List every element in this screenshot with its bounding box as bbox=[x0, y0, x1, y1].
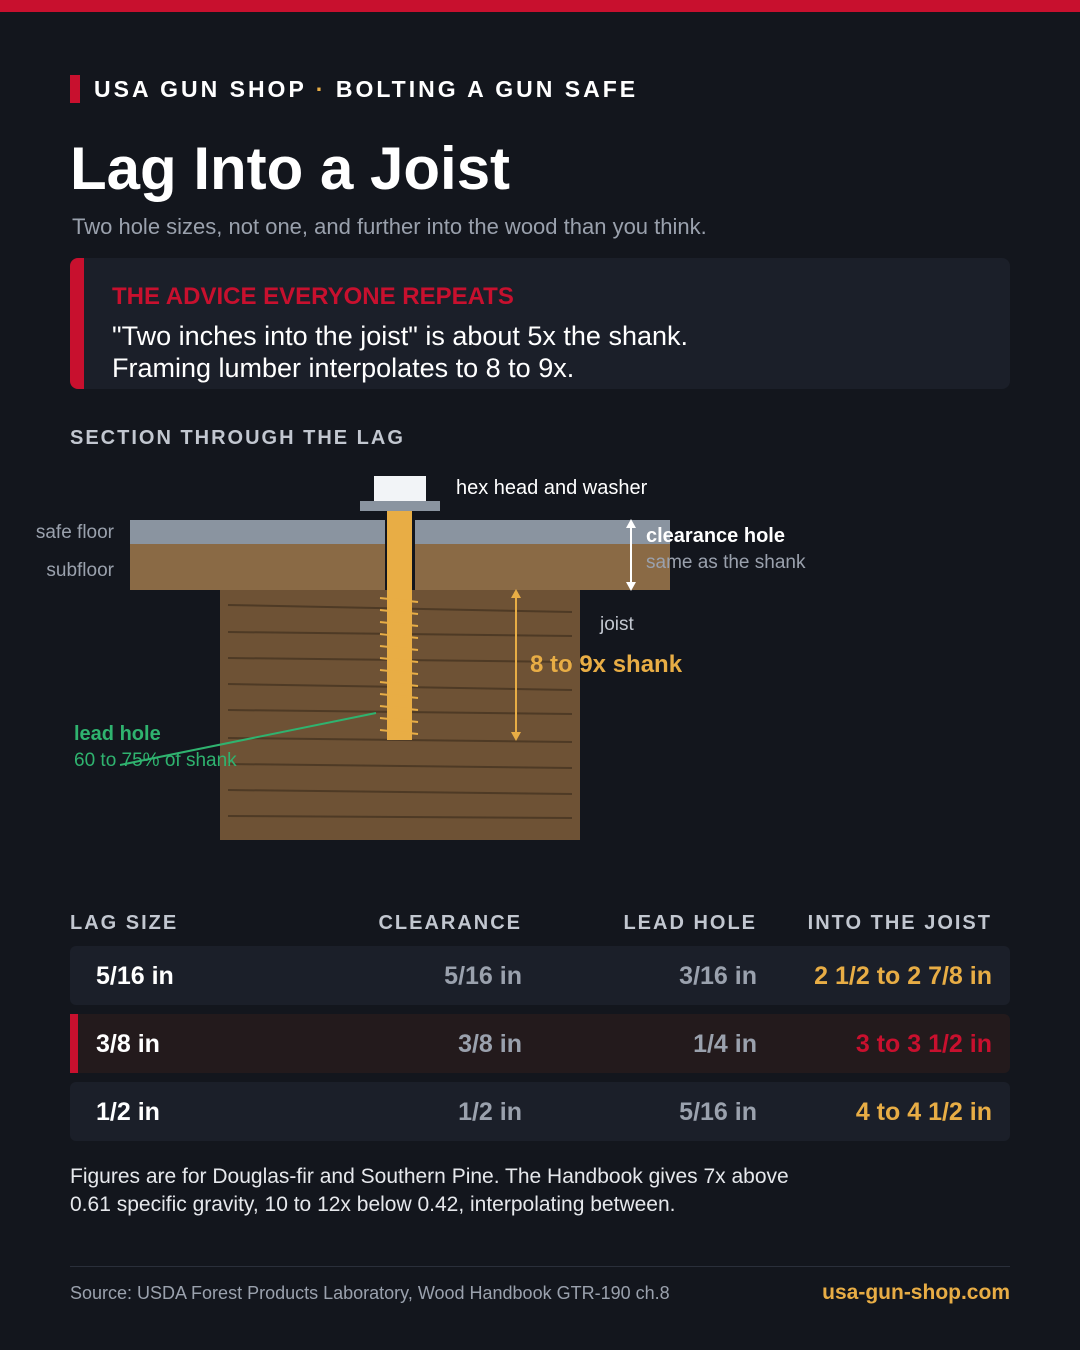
source: Source: USDA Forest Products Laboratory,… bbox=[70, 1283, 670, 1303]
clearance-arrow bbox=[626, 519, 636, 591]
depth-arrow bbox=[511, 589, 521, 741]
cell: 3 to 3 1/2 in bbox=[855, 1030, 992, 1058]
label: joist bbox=[599, 614, 635, 635]
cell: 4 to 4 1/2 in bbox=[855, 1098, 992, 1126]
label: hex head and washer bbox=[456, 477, 648, 499]
section-diagram: hex head and washer safe floor subfloor … bbox=[36, 476, 806, 840]
separator: · bbox=[315, 76, 327, 102]
divider bbox=[70, 1266, 1010, 1267]
table-header: CLEARANCE bbox=[378, 912, 522, 934]
title: Lag Into a Joist bbox=[70, 135, 511, 202]
label: same as the shank bbox=[646, 552, 806, 573]
cell: 5/16 in bbox=[96, 962, 174, 990]
lead-leader bbox=[119, 712, 377, 766]
callout-bar bbox=[70, 258, 84, 389]
label: clearance hole bbox=[646, 525, 785, 547]
label: subfloor bbox=[46, 560, 114, 581]
cell: 3/8 in bbox=[458, 1030, 522, 1058]
table-header: INTO THE JOIST bbox=[807, 912, 992, 934]
table-header: LEAD HOLE bbox=[623, 912, 757, 934]
table-row: 5/16 in 5/16 in 3/16 in 2 1/2 to 2 7/8 i… bbox=[70, 946, 1010, 1005]
threads bbox=[379, 597, 419, 735]
topic: BOLTING A GUN SAFE bbox=[335, 76, 639, 102]
cell: 1/2 in bbox=[458, 1098, 522, 1126]
cell: 5/16 in bbox=[679, 1098, 757, 1126]
top-bar bbox=[0, 0, 1080, 12]
label: 60 to 75% of shank bbox=[74, 750, 237, 771]
kicker: USA GUN SHOP · BOLTING A GUN SAFE bbox=[94, 76, 638, 103]
cell: 2 1/2 to 2 7/8 in bbox=[814, 962, 992, 990]
callout: THE ADVICE EVERYONE REPEATS "Two inches … bbox=[70, 258, 1010, 389]
table-row: 1/2 in 1/2 in 5/16 in 4 to 4 1/2 in bbox=[70, 1082, 1010, 1141]
row-highlight bbox=[70, 1014, 78, 1073]
label: lead hole bbox=[74, 723, 161, 745]
cell: 5/16 in bbox=[444, 962, 522, 990]
cell: 3/8 in bbox=[96, 1030, 160, 1058]
label: 8 to 9x shank bbox=[530, 651, 683, 678]
cell: 1/4 in bbox=[693, 1030, 757, 1058]
cell: 3/16 in bbox=[679, 962, 757, 990]
hex-head bbox=[374, 476, 426, 501]
note: Figures are for Douglas-fir and Southern… bbox=[70, 1165, 789, 1216]
brand: USA GUN SHOP bbox=[94, 76, 307, 102]
table-header: LAG SIZE bbox=[70, 912, 179, 934]
label: safe floor bbox=[36, 522, 115, 543]
subtitle: Two hole sizes, not one, and further int… bbox=[72, 214, 707, 239]
cell: 1/2 in bbox=[96, 1098, 160, 1126]
table-row: 3/8 in 3/8 in 1/4 in 3 to 3 1/2 in bbox=[70, 1014, 1010, 1073]
washer bbox=[360, 501, 440, 511]
site-link: usa-gun-shop.com bbox=[822, 1281, 1010, 1304]
diagram-heading: SECTION THROUGH THE LAG bbox=[70, 427, 405, 449]
callout-label: THE ADVICE EVERYONE REPEATS bbox=[112, 283, 514, 310]
kicker-bar bbox=[70, 75, 80, 103]
callout-text: "Two inches into the joist" is about 5x … bbox=[112, 321, 688, 383]
